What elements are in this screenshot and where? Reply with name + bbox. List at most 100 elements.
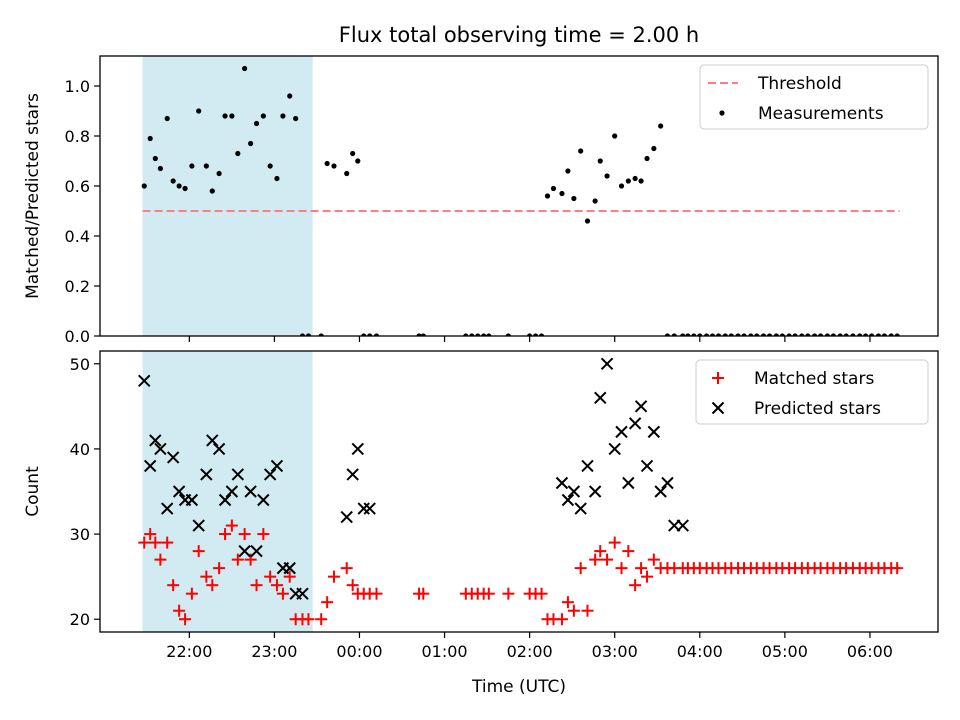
matched-point [340, 562, 353, 575]
predicted-point [161, 502, 174, 515]
chart-title: Flux total observing time = 2.00 h [339, 23, 699, 47]
matched-point [601, 553, 614, 566]
measurement-point [170, 178, 176, 184]
predicted-point [555, 476, 569, 490]
measurement-point [267, 163, 273, 169]
predicted-point [640, 459, 654, 473]
predicted-point [270, 459, 284, 473]
measurement-point [651, 145, 657, 152]
measurement-point [597, 158, 603, 164]
measurement-point [216, 170, 222, 177]
measurement-point [331, 163, 337, 169]
legend-predicted-swatch [711, 401, 725, 415]
measurement-point [189, 163, 195, 169]
measurement-point [229, 113, 235, 119]
predicted-point [185, 493, 199, 507]
measurement-point [571, 195, 577, 202]
matched-point [167, 579, 180, 592]
measurement-point [612, 133, 618, 139]
y-tick-label: 0.0 [65, 327, 90, 346]
measurement-point [280, 113, 286, 119]
matched-point [647, 553, 660, 566]
measurement-point [632, 175, 638, 182]
y-tick-label: 30 [70, 525, 90, 544]
matched-point [270, 579, 283, 592]
y-tick-label: 0.6 [65, 177, 90, 196]
predicted-point [172, 485, 186, 498]
matched-point [574, 562, 587, 575]
measurement-point [644, 155, 650, 162]
matched-point [589, 553, 602, 566]
measurement-point [253, 120, 260, 127]
predicted-point [257, 493, 270, 507]
legend: Threshold Measurements [699, 64, 929, 130]
predicted-point [283, 561, 296, 575]
matched-point [250, 579, 263, 592]
measurement-point [182, 185, 188, 192]
observing-span [142, 56, 313, 336]
matched-point [302, 613, 315, 626]
series-predicted-stars [138, 357, 689, 600]
matched-point [161, 536, 174, 549]
measurement-point [196, 108, 202, 114]
x-tick-label: 04:00 [677, 642, 723, 661]
series-matched-stars [138, 519, 904, 626]
legend-label: Threshold [757, 74, 842, 94]
predicted-point [231, 468, 245, 481]
matched-point [641, 570, 654, 583]
matched-point [173, 604, 186, 617]
x-tick-label: 01:00 [422, 642, 468, 661]
predicted-point [166, 451, 180, 464]
predicted-point [296, 587, 309, 600]
predicted-point [138, 374, 151, 388]
x-tick-label: 05:00 [762, 642, 808, 661]
predicted-point [634, 400, 648, 413]
matched-point [615, 562, 628, 575]
legend-measurement-swatch [719, 110, 725, 116]
matched-point [225, 519, 238, 532]
legend: Matched stars Predicted stars [695, 359, 929, 425]
predicted-point [676, 519, 689, 532]
predicted-point [192, 519, 205, 532]
legend-label: Predicted stars [754, 399, 881, 419]
matched-point [417, 587, 430, 600]
matched-point [567, 604, 580, 617]
predicted-point [567, 485, 581, 498]
matched-point [231, 553, 244, 566]
y-tick-label: 0.4 [65, 227, 90, 246]
y-tick-label: 0.8 [65, 127, 90, 146]
matched-point [561, 596, 574, 609]
matched-point [138, 536, 151, 549]
measurement-point [247, 140, 254, 147]
predicted-point [263, 468, 277, 481]
predicted-point [340, 510, 353, 524]
observing-span [142, 351, 313, 632]
predicted-point [206, 434, 219, 447]
y-tick-label: 20 [70, 610, 90, 629]
measurement-point [147, 135, 153, 142]
measurement-point [544, 193, 551, 199]
predicted-point [149, 434, 162, 447]
matched-point [346, 579, 359, 592]
measurement-point [344, 170, 350, 177]
plot-area [138, 357, 904, 626]
matched-point [144, 528, 157, 541]
y-axis-label: Count [23, 466, 43, 517]
measurement-point [592, 198, 598, 204]
x-tick-label: 02:00 [507, 642, 553, 661]
measurement-point [550, 185, 557, 192]
measurement-point [222, 113, 228, 119]
measurement-point [578, 148, 584, 154]
y-tick-label: 1.0 [65, 77, 90, 96]
matched-point [535, 587, 548, 600]
measurement-point [176, 183, 182, 189]
measurement-point [141, 183, 147, 189]
predicted-point [244, 485, 257, 498]
predicted-point [600, 357, 614, 370]
measurement-point [274, 175, 280, 182]
measurement-point [209, 188, 215, 194]
legend-box [695, 359, 929, 425]
matched-point [185, 587, 198, 600]
matched-point [283, 570, 296, 583]
